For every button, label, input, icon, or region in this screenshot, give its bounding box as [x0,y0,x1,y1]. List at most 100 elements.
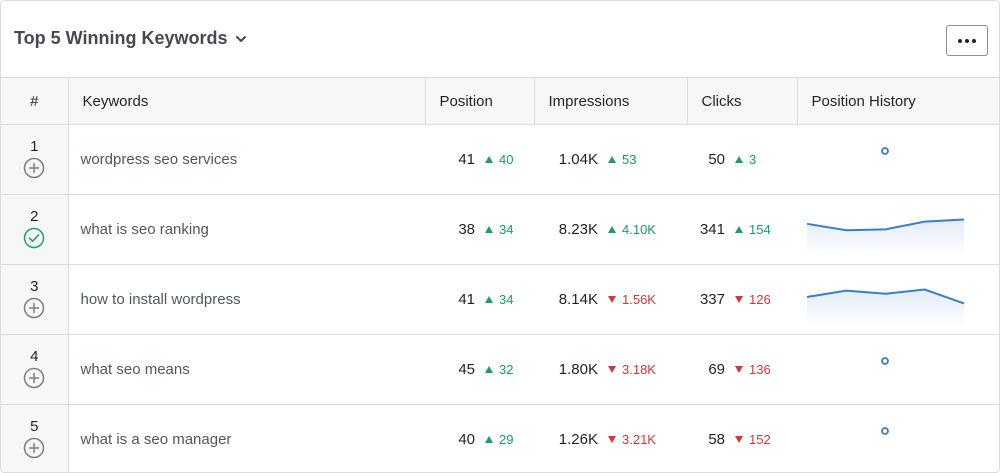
position-delta-value: 32 [499,362,514,377]
clicks-cell: 69 136 [687,361,797,378]
position-delta-value: 29 [499,432,514,447]
rank-cell: 1 [1,124,69,195]
table-row: 2 what is seo ranking 38 34 8.23K 4.10K 341 154 [1,194,999,265]
triangle-down-icon [608,366,616,373]
triangle-down-icon [608,296,616,303]
triangle-up-icon [485,296,493,303]
more-dots-icon [958,38,962,43]
history-point [881,427,889,435]
clicks-delta-value: 126 [749,292,771,307]
column-header-position[interactable]: Position [425,78,535,125]
clicks-delta: 154 [735,222,771,237]
table-header-row: # Keywords Position Impressions Clicks P… [1,78,999,125]
impressions-cell: 8.23K 4.10K [534,221,687,238]
position-delta: 32 [485,362,513,377]
impressions-delta: 4.10K [608,222,656,237]
rank-number: 3 [30,277,39,295]
position-delta: 40 [485,152,513,167]
clicks-cell: 58 152 [687,431,797,448]
impressions-delta-value: 3.21K [622,432,656,447]
rank-number: 1 [30,137,39,155]
impressions-delta-value: 1.56K [622,292,656,307]
widget-title-dropdown[interactable]: Top 5 Winning Keywords [14,28,248,49]
position-history-sparkline [806,288,965,326]
column-header-impressions[interactable]: Impressions [534,78,688,125]
position-cell: 38 34 [425,221,534,238]
position-history-cell [797,124,999,195]
triangle-up-icon [735,226,743,233]
triangle-down-icon [735,436,743,443]
position-delta: 29 [485,432,513,447]
keyword-text[interactable]: how to install wordpress [68,264,425,335]
triangle-up-icon [735,156,743,163]
clicks-delta-value: 136 [749,362,771,377]
keyword-text[interactable]: what is seo ranking [68,194,425,265]
rank-number: 5 [30,417,39,435]
rank-cell: 2 [1,194,69,265]
impressions-cell: 1.80K 3.18K [534,361,687,378]
impressions-delta: 3.18K [608,362,656,377]
plus-circle-icon[interactable] [23,437,45,459]
position-value: 45 [458,361,475,378]
column-header-position-history[interactable]: Position History [797,78,999,125]
triangle-down-icon [735,296,743,303]
impressions-delta-value: 4.10K [622,222,656,237]
more-options-button[interactable] [946,25,988,56]
plus-circle-icon[interactable] [23,157,45,179]
impressions-delta: 3.21K [608,432,656,447]
position-cell: 45 32 [425,361,534,378]
position-delta-value: 34 [499,222,514,237]
triangle-up-icon [608,156,616,163]
triangle-up-icon [608,226,616,233]
impressions-delta: 53 [608,152,636,167]
position-history-cell [797,194,999,265]
position-history-cell [797,405,999,473]
history-area [807,219,964,256]
clicks-delta: 3 [735,152,756,167]
clicks-delta-value: 152 [749,432,771,447]
rank-cell: 5 [1,404,69,472]
column-header-clicks[interactable]: Clicks [687,78,798,125]
impressions-cell: 1.04K 53 [534,151,687,168]
impressions-value: 8.23K [558,221,598,238]
history-line [806,218,965,232]
impressions-value: 1.04K [558,151,598,168]
position-value: 41 [458,291,475,308]
more-dot [972,38,976,43]
impressions-value: 8.14K [558,291,598,308]
plus-circle-icon[interactable] [23,367,45,389]
more-dot [965,38,969,43]
history-line [806,288,965,305]
check-circle-icon[interactable] [23,227,45,249]
clicks-delta: 152 [735,432,771,447]
clicks-delta-value: 154 [749,222,771,237]
clicks-cell: 50 3 [687,151,797,168]
rank-number: 4 [30,347,39,365]
clicks-delta-value: 3 [749,152,757,167]
clicks-delta: 136 [735,362,771,377]
plus-circle-icon[interactable] [23,297,45,319]
clicks-cell: 337 126 [687,291,797,308]
column-header-rank[interactable]: # [1,78,69,125]
triangle-down-icon [608,436,616,443]
clicks-value: 341 [699,221,725,238]
position-cell: 40 29 [425,431,534,448]
table-row: 3 how to install wordpress 41 34 8.14K 1.56K 3… [1,264,999,335]
keyword-text[interactable]: wordpress seo services [68,124,425,195]
impressions-cell: 1.26K 3.21K [534,431,687,448]
impressions-delta-value: 3.18K [622,362,656,377]
clicks-cell: 341 154 [687,221,797,238]
triangle-up-icon [485,156,493,163]
triangle-up-icon [485,226,493,233]
history-area [807,289,964,326]
keyword-text[interactable]: what seo means [68,334,425,405]
position-delta-value: 40 [499,152,514,167]
position-delta: 34 [485,222,513,237]
column-header-keywords[interactable]: Keywords [68,78,426,125]
position-history-cell [797,264,999,335]
clicks-value: 58 [708,431,725,448]
rank-number: 2 [30,207,39,225]
impressions-value: 1.26K [558,431,598,448]
keyword-text[interactable]: what is a seo manager [80,431,232,448]
